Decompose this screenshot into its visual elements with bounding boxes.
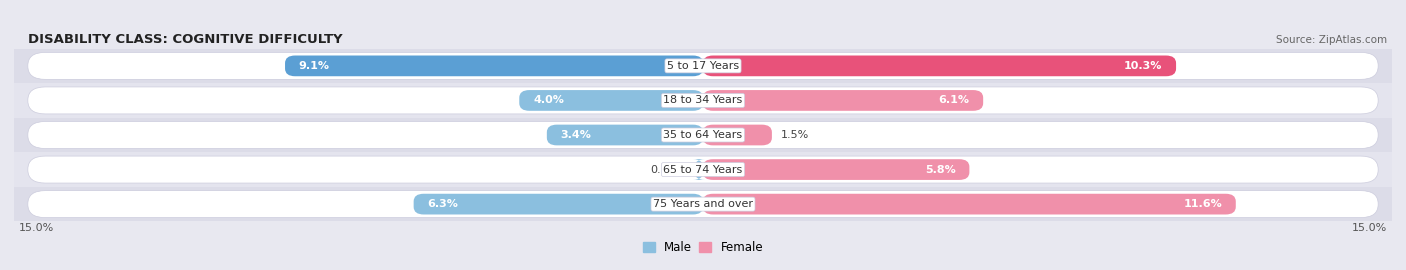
Text: 18 to 34 Years: 18 to 34 Years [664, 95, 742, 106]
Text: 6.1%: 6.1% [938, 95, 969, 106]
FancyBboxPatch shape [28, 122, 1378, 148]
Text: 5 to 17 Years: 5 to 17 Years [666, 61, 740, 71]
Text: 9.1%: 9.1% [299, 61, 330, 71]
FancyBboxPatch shape [10, 118, 1396, 152]
Text: 4.0%: 4.0% [533, 95, 564, 106]
Text: 1.5%: 1.5% [782, 130, 810, 140]
Text: 6.3%: 6.3% [427, 199, 458, 209]
FancyBboxPatch shape [28, 52, 1378, 79]
FancyBboxPatch shape [703, 159, 969, 180]
FancyBboxPatch shape [703, 194, 1236, 214]
FancyBboxPatch shape [28, 156, 1378, 183]
Text: 15.0%: 15.0% [18, 223, 53, 233]
FancyBboxPatch shape [285, 56, 703, 76]
Text: DISABILITY CLASS: COGNITIVE DIFFICULTY: DISABILITY CLASS: COGNITIVE DIFFICULTY [28, 33, 343, 46]
Text: 75 Years and over: 75 Years and over [652, 199, 754, 209]
FancyBboxPatch shape [10, 49, 1396, 83]
Text: 11.6%: 11.6% [1184, 199, 1222, 209]
Text: 65 to 74 Years: 65 to 74 Years [664, 164, 742, 175]
Legend: Male, Female: Male, Female [638, 236, 768, 259]
FancyBboxPatch shape [10, 152, 1396, 187]
FancyBboxPatch shape [10, 83, 1396, 118]
Text: 3.4%: 3.4% [561, 130, 592, 140]
Text: 5.8%: 5.8% [925, 164, 956, 175]
FancyBboxPatch shape [28, 87, 1378, 114]
FancyBboxPatch shape [28, 191, 1378, 218]
Text: 0.18%: 0.18% [650, 164, 686, 175]
FancyBboxPatch shape [547, 125, 703, 145]
FancyBboxPatch shape [519, 90, 703, 111]
FancyBboxPatch shape [693, 159, 704, 180]
FancyBboxPatch shape [413, 194, 703, 214]
Text: 15.0%: 15.0% [1353, 223, 1388, 233]
Text: Source: ZipAtlas.com: Source: ZipAtlas.com [1277, 35, 1388, 45]
FancyBboxPatch shape [703, 56, 1175, 76]
FancyBboxPatch shape [703, 125, 772, 145]
Text: 35 to 64 Years: 35 to 64 Years [664, 130, 742, 140]
FancyBboxPatch shape [703, 90, 983, 111]
FancyBboxPatch shape [10, 187, 1396, 221]
Text: 10.3%: 10.3% [1123, 61, 1163, 71]
